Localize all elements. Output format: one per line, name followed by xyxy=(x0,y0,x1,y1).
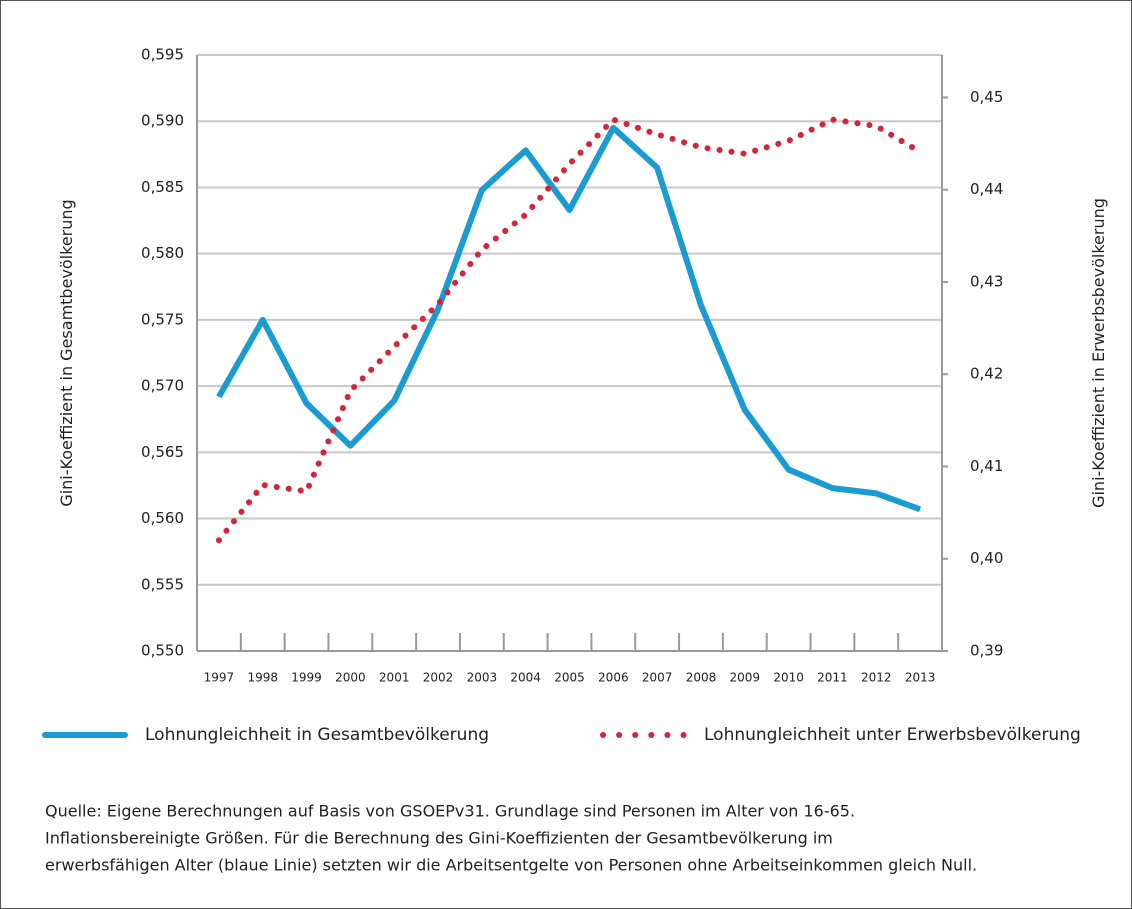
y-tick-label: 0,580 xyxy=(141,244,184,262)
y2-tick-label: 0,39 xyxy=(970,642,1003,660)
y-tick-label: 0,595 xyxy=(141,46,184,64)
x-tick-label: 2013 xyxy=(905,671,936,685)
x-tick-label: 2011 xyxy=(817,671,848,685)
x-tick-label: 1997 xyxy=(204,671,235,685)
y2-tick-label: 0,44 xyxy=(970,180,1003,198)
source-note: Inflationsbereinigte Größen. Für die Ber… xyxy=(45,829,833,848)
source-note: Quelle: Eigene Berechnungen auf Basis vo… xyxy=(45,802,855,821)
y2-tick-label: 0,43 xyxy=(970,272,1003,290)
x-tick-label: 2012 xyxy=(861,671,892,685)
y2-tick-label: 0,41 xyxy=(970,457,1003,475)
y2-tick-label: 0,45 xyxy=(970,88,1003,106)
x-tick-label: 2001 xyxy=(379,671,410,685)
y-tick-label: 0,550 xyxy=(141,642,184,660)
y2-tick-label: 0,42 xyxy=(970,365,1003,383)
x-tick-label: 2003 xyxy=(467,671,498,685)
y-tick-label: 0,555 xyxy=(141,575,184,593)
series-line xyxy=(215,116,924,544)
y-tick-label: 0,585 xyxy=(141,178,184,196)
x-tick-label: 1998 xyxy=(247,671,278,685)
x-tick-label: 1999 xyxy=(291,671,322,685)
x-tick-label: 2007 xyxy=(642,671,673,685)
legend-label: Lohnungleichheit in Gesamtbevölkerung xyxy=(145,725,489,745)
y-tick-label: 0,590 xyxy=(141,112,184,130)
y-tick-label: 0,575 xyxy=(141,310,184,328)
y-tick-label: 0,570 xyxy=(141,377,184,395)
y2-tick-label: 0,40 xyxy=(970,549,1003,567)
y-tick-label: 0,560 xyxy=(141,509,184,527)
x-tick-label: 2002 xyxy=(423,671,454,685)
x-tick-label: 2008 xyxy=(686,671,717,685)
x-tick-label: 2010 xyxy=(773,671,804,685)
y2-axis-title: Gini-Koeffizient in Erwerbsbevölkerung xyxy=(1089,198,1108,508)
x-tick-label: 2005 xyxy=(554,671,585,685)
y-axis-title: Gini-Koeffizient in Gesamtbevölkerung xyxy=(57,199,76,506)
y-tick-label: 0,565 xyxy=(141,443,184,461)
legend-label: Lohnungleichheit unter Erwerbsbevölkerun… xyxy=(704,725,1081,745)
x-tick-label: 2009 xyxy=(730,671,761,685)
source-note: erwerbsfähigen Alter (blaue Linie) setzt… xyxy=(45,856,977,875)
x-tick-label: 2006 xyxy=(598,671,629,685)
x-tick-label: 2000 xyxy=(335,671,366,685)
x-tick-label: 2004 xyxy=(510,671,541,685)
